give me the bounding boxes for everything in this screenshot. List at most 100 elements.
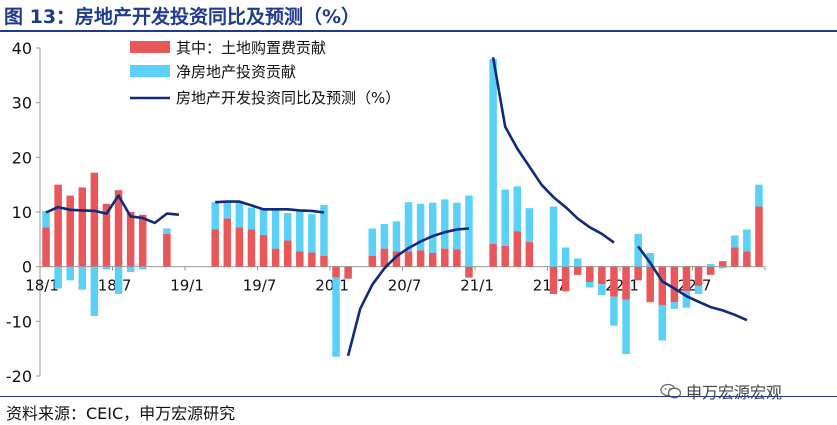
land-bar: [634, 266, 642, 281]
land-bar: [622, 266, 630, 300]
land-bar: [344, 266, 352, 279]
invest-bar: [308, 214, 316, 253]
land-bar: [332, 266, 340, 278]
land-bar: [296, 251, 304, 267]
legend-label: 净房地产投资贡献: [176, 63, 296, 81]
x-tick-label: 19/1: [170, 277, 204, 295]
source-rule: [0, 396, 837, 397]
land-bar: [670, 266, 679, 303]
invest-bar: [513, 186, 522, 232]
invest-bar: [283, 213, 292, 241]
invest-bar: [598, 284, 606, 296]
invest-bar: [332, 277, 340, 357]
invest-bar: [90, 266, 99, 316]
invest-bar: [114, 266, 123, 294]
invest-bar: [718, 266, 727, 269]
wechat-icon: [660, 383, 682, 399]
land-bar: [66, 195, 74, 267]
invest-bar: [755, 184, 763, 207]
y-tick-label: 10: [12, 203, 32, 222]
land-bar: [658, 266, 667, 305]
land-bar: [380, 248, 389, 267]
legend-swatch: [130, 41, 170, 53]
land-bar: [501, 245, 509, 267]
invest-bar: [404, 202, 413, 252]
land-bar: [90, 172, 99, 267]
land-bar: [259, 234, 268, 267]
invest-bar: [706, 263, 715, 267]
invest-bar: [163, 228, 171, 234]
invest-bar: [658, 304, 667, 341]
invest-bar: [453, 202, 461, 250]
invest-bar: [731, 235, 739, 248]
land-bar: [392, 251, 401, 267]
land-bar: [694, 266, 703, 286]
invest-bar: [392, 221, 401, 252]
invest-bar: [416, 203, 425, 251]
legend-swatch: [130, 65, 170, 77]
invest-bar: [573, 258, 582, 267]
invest-bar: [561, 247, 570, 267]
invest-bar: [368, 228, 377, 256]
land-bar: [211, 229, 219, 267]
x-tick-label: 18/7: [98, 277, 132, 295]
line-layer: [45, 57, 748, 357]
legend-label: 其中：土地购置费贡献: [176, 39, 326, 57]
x-tick-label: 21/7: [533, 277, 567, 295]
invest-bar: [223, 201, 232, 219]
land-bars: [42, 172, 763, 305]
invest-bar: [586, 281, 594, 288]
invest-bar: [646, 253, 654, 267]
land-bar: [247, 229, 256, 267]
invest-bar: [138, 266, 147, 270]
invest-bar: [211, 202, 219, 230]
invest-bar: [622, 299, 630, 355]
invest-bar: [102, 266, 111, 270]
x-tick-label: 18/1: [25, 277, 59, 295]
y-tick-label: -20: [6, 367, 32, 384]
invest-bar: [259, 208, 268, 235]
y-tick-label: 20: [12, 148, 32, 167]
invest-bar: [610, 296, 618, 326]
land-bar: [755, 206, 763, 267]
land-bar: [223, 218, 232, 267]
land-bar: [573, 266, 582, 275]
land-bar: [78, 187, 87, 267]
land-bar: [598, 266, 606, 285]
y-tick-label: -10: [6, 312, 32, 331]
land-bar: [465, 266, 473, 278]
land-bar: [235, 227, 244, 267]
land-bar: [682, 266, 691, 292]
line-series: [45, 57, 748, 357]
invest-bar: [525, 208, 534, 243]
y-tick-label: 0: [22, 258, 32, 277]
invest-bar: [42, 210, 50, 228]
invest-bar: [271, 209, 280, 249]
x-tick-label: 20/1: [315, 277, 349, 295]
y-axis: -20 -10 0 10 20 30 40: [6, 39, 41, 384]
land-bar: [525, 242, 534, 267]
land-bar: [428, 253, 437, 267]
legend-label: 房地产开发投资同比及预测（%）: [176, 89, 400, 107]
x-tick-label: 21/1: [460, 277, 494, 295]
land-bar: [416, 250, 425, 267]
land-bar: [586, 266, 594, 282]
land-bar: [320, 255, 328, 267]
invest-bar: [54, 266, 62, 289]
x-tick-label: 20/7: [388, 277, 422, 295]
land-bar: [283, 240, 292, 267]
land-bar: [404, 251, 413, 267]
land-bar: [706, 266, 715, 275]
invest-bar: [549, 206, 558, 267]
y-tick-label: 40: [12, 39, 32, 58]
land-bar: [42, 227, 50, 267]
source-note: 资料来源：CEIC，申万宏源研究: [6, 404, 236, 423]
x-tick-label: 19/7: [243, 277, 277, 295]
land-bar: [731, 247, 739, 267]
x-axis: 18/1 18/7 19/1 19/7 20/1 20/7 21/1 21/7 22/1 22/7: [25, 266, 766, 295]
land-bar: [54, 184, 62, 267]
invest-bar: [489, 58, 497, 244]
invest-bar: [465, 195, 473, 267]
invest-bar: [78, 266, 87, 290]
land-bar: [138, 214, 147, 267]
